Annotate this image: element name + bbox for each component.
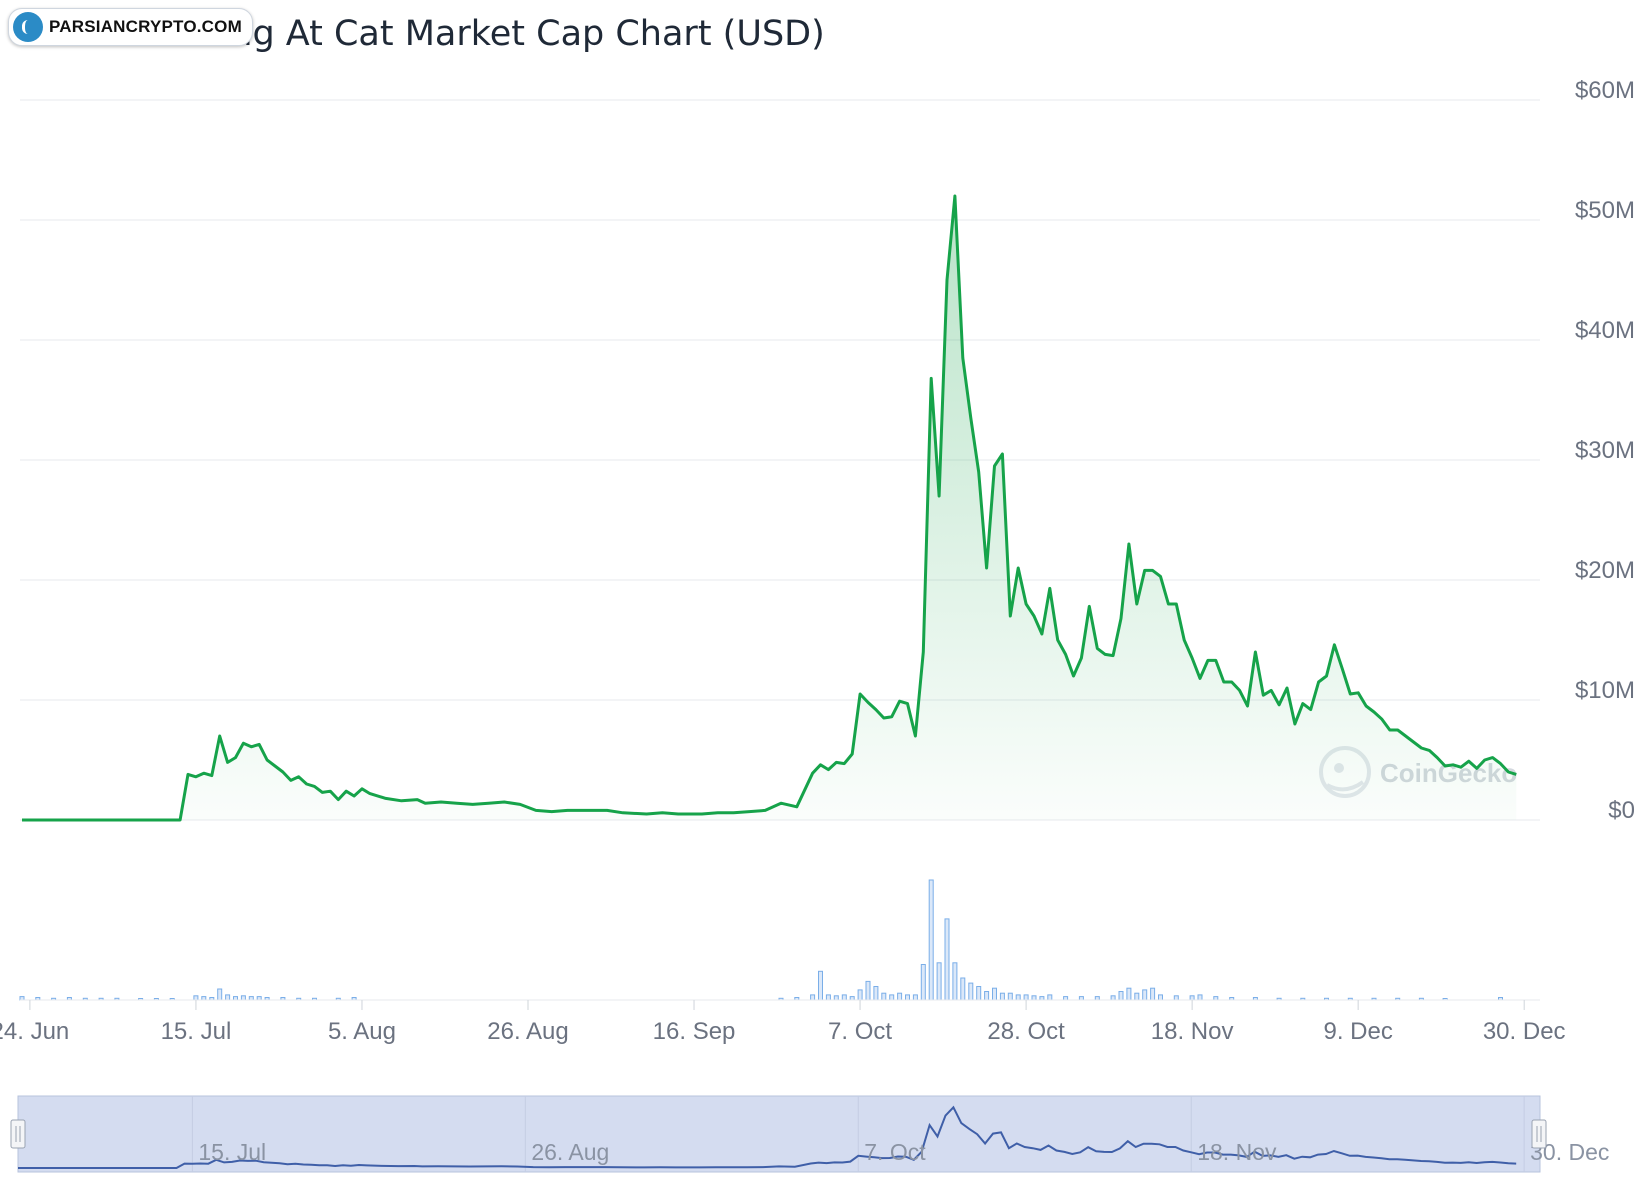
- parsiancrypto-watermark: PARSIANCRYPTO.COM: [8, 8, 253, 46]
- navigator-tick-label: 7. Oct: [864, 1139, 926, 1165]
- x-tick-label: 18. Nov: [1151, 1018, 1234, 1045]
- volume-bar: [968, 982, 974, 1001]
- volume-bar: [825, 994, 831, 1001]
- volume-bar: [1110, 995, 1116, 1001]
- volume-bar: [201, 996, 207, 1001]
- volume-bar: [1126, 987, 1132, 1001]
- x-tick-label: 24. Jun: [0, 1018, 69, 1045]
- volume-bar: [944, 918, 950, 1001]
- volume-bar: [849, 996, 855, 1001]
- volume-bar: [1007, 992, 1013, 1001]
- volume-bar: [905, 994, 910, 1001]
- volume-bar: [999, 992, 1005, 1001]
- x-axis-ticks: 24. Jun 15. Jul 5. Aug 26. Aug 16. Sep 7. Oct…: [0, 1000, 1566, 1045]
- volume-bar: [865, 980, 871, 1001]
- volume-bar: [1031, 995, 1037, 1001]
- volume-bar: [1047, 994, 1053, 1001]
- x-tick-label: 16. Sep: [653, 1018, 736, 1045]
- volume-bar: [1197, 994, 1203, 1001]
- y-tick-label: $30M: [1575, 437, 1635, 464]
- volume-bar: [984, 991, 990, 1001]
- volume-bar: [952, 962, 958, 1001]
- volume-bar: [833, 995, 839, 1001]
- volume-bar: [217, 988, 223, 1001]
- x-tick-label: 28. Oct: [987, 1018, 1065, 1045]
- y-tick-label: $60M: [1575, 77, 1635, 104]
- volume-bar: [912, 994, 918, 1001]
- x-tick-label: 26. Aug: [487, 1018, 568, 1045]
- parsiancrypto-watermark-text: PARSIANCRYPTO.COM: [49, 17, 242, 36]
- volume-bar: [1118, 991, 1124, 1001]
- volume-bar: [225, 994, 231, 1001]
- volume-bar: [240, 995, 246, 1001]
- volume-bar: [248, 996, 254, 1001]
- range-navigator[interactable]: 15. Jul 26. Aug 7. Oct 18. Nov 30. Dec: [10, 1095, 1609, 1173]
- volume-bar: [1213, 996, 1219, 1001]
- y-axis-ticks: $0 $10M $20M $30M $40M $50M $60M: [1575, 77, 1635, 824]
- y-tick-label: $40M: [1575, 317, 1635, 344]
- navigator-left-handle[interactable]: [10, 1119, 26, 1149]
- volume-bar: [976, 986, 982, 1001]
- navigator-tick-label: 15. Jul: [198, 1139, 266, 1165]
- volume-bar: [960, 977, 966, 1001]
- volume-bar: [881, 992, 887, 1001]
- navigator-selection[interactable]: [17, 1095, 1541, 1173]
- y-tick-label: $20M: [1575, 557, 1635, 584]
- x-tick-label: 5. Aug: [328, 1018, 396, 1045]
- y-tick-label: $0: [1608, 797, 1635, 824]
- volume-bar: [1094, 996, 1100, 1001]
- volume-bar: [1158, 994, 1163, 1001]
- y-tick-label: $10M: [1575, 677, 1635, 704]
- volume-bar: [897, 992, 903, 1001]
- volume-bar: [841, 994, 847, 1001]
- volume-bars: [19, 879, 1503, 1001]
- volume-bar: [936, 962, 942, 1001]
- volume-bar: [1142, 989, 1148, 1001]
- navigator-tick-label: 26. Aug: [531, 1139, 609, 1165]
- navigator-series-line: [18, 1105, 1517, 1169]
- market-cap-area: [22, 196, 1517, 820]
- volume-bar: [857, 989, 863, 1001]
- volume-bar: [1173, 995, 1179, 1001]
- volume-bar: [1039, 996, 1045, 1001]
- volume-bar: [1189, 995, 1195, 1001]
- volume-bar: [1063, 996, 1069, 1001]
- volume-bar: [233, 996, 238, 1001]
- volume-bar: [810, 994, 816, 1001]
- navigator-labels: 15. Jul 26. Aug 7. Oct 18. Nov 30. Dec: [198, 1139, 1609, 1165]
- market-cap-line[interactable]: [22, 194, 1517, 822]
- volume-bar: [818, 970, 823, 1001]
- volume-bar: [19, 996, 25, 1001]
- x-tick-label: 9. Dec: [1323, 1018, 1392, 1045]
- x-tick-label: 7. Oct: [828, 1018, 892, 1045]
- navigator-grid: [191, 1096, 1525, 1172]
- volume-bar: [256, 996, 262, 1001]
- volume-bar: [1078, 996, 1084, 1001]
- navigator-right-handle[interactable]: [1531, 1119, 1547, 1149]
- x-tick-label: 30. Dec: [1483, 1018, 1566, 1045]
- volume-bar: [920, 964, 926, 1001]
- volume-bar: [889, 994, 895, 1001]
- navigator-tick-label: 18. Nov: [1197, 1139, 1277, 1165]
- volume-bar: [1134, 992, 1140, 1001]
- y-tick-label: $50M: [1575, 197, 1635, 224]
- volume-bar: [193, 995, 199, 1001]
- volume-bar: [1015, 994, 1021, 1001]
- volume-bar: [992, 987, 997, 1001]
- volume-bar: [1150, 987, 1156, 1001]
- x-tick-label: 15. Jul: [161, 1018, 232, 1045]
- volume-bar: [873, 986, 879, 1001]
- volume-bar: [1023, 994, 1029, 1001]
- parsiancrypto-logo-icon: [13, 12, 43, 42]
- volume-bar: [928, 879, 934, 1001]
